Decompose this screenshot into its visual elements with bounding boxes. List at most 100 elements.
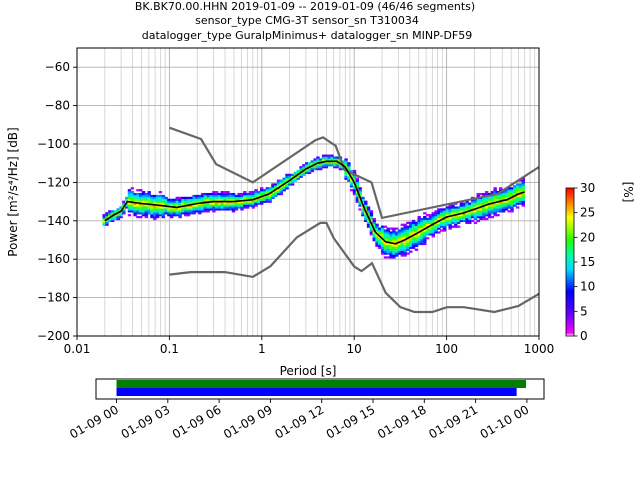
heatmap-cell: [440, 210, 444, 213]
heatmap-cell: [448, 219, 452, 223]
heatmap-cell: [513, 189, 517, 192]
heatmap-cell: [403, 231, 407, 234]
heatmap-cell: [521, 177, 525, 180]
heatmap-cell: [493, 194, 497, 198]
heatmap-cell: [465, 204, 469, 207]
heatmap-cell: [394, 231, 399, 234]
heatmap-cell: [361, 198, 365, 201]
heatmap-cell: [468, 212, 472, 215]
heatmap-cell: [209, 208, 213, 211]
heatmap-cell: [440, 214, 444, 217]
heatmap-cell: [442, 216, 447, 219]
heatmap-cell: [189, 200, 194, 203]
heatmap-cell: [448, 206, 452, 209]
heatmap-cell: [490, 212, 495, 215]
heatmap-cell: [392, 231, 396, 234]
heatmap-cell: [141, 214, 146, 217]
heatmap-cell: [189, 208, 194, 211]
colorbar: 0 5 10 15 20 25 30 [%]: [565, 181, 635, 343]
heatmap-cell: [172, 198, 177, 201]
heatmap-cell: [155, 200, 160, 203]
heatmap-cell: [423, 239, 427, 242]
heatmap-cell: [127, 202, 132, 205]
heatmap-cell: [335, 158, 340, 161]
heatmap-cell: [186, 214, 191, 217]
heatmap-cell: [456, 221, 461, 224]
heatmap-cell: [459, 210, 464, 213]
heatmap-cell: [293, 177, 298, 180]
heatmap-cell: [366, 225, 371, 228]
heatmap-cell: [482, 212, 486, 215]
heatmap-cell: [420, 223, 424, 226]
heatmap-cell: [499, 204, 503, 207]
heatmap-cell: [167, 198, 171, 201]
heatmap-cell: [282, 189, 286, 192]
heatmap-cell: [262, 192, 267, 196]
heatmap-cell: [414, 248, 419, 251]
heatmap-cell: [147, 194, 151, 198]
heatmap-cell: [344, 171, 348, 175]
heatmap-cell: [482, 206, 486, 209]
heatmap-cell: [451, 216, 455, 219]
heatmap-cell: [510, 187, 514, 190]
heatmap-cell: [341, 160, 345, 163]
heatmap-cell: [380, 248, 385, 251]
heatmap-cell: [493, 204, 497, 207]
heatmap-cell: [411, 223, 416, 226]
heatmap-cell: [369, 225, 374, 228]
heatmap-cell: [127, 210, 132, 213]
heatmap-cell: [445, 206, 450, 209]
heatmap-cell: [344, 160, 348, 163]
heatmap-cell: [448, 214, 452, 217]
heatmap-cell: [285, 177, 289, 180]
heatmap-cell: [397, 250, 402, 253]
heatmap-cell: [386, 242, 390, 246]
heatmap-cell: [302, 173, 306, 176]
heatmap-cell: [189, 212, 194, 215]
heatmap-cell: [389, 250, 393, 253]
heatmap-cell: [442, 212, 447, 215]
psd-plot-area: 0.01 0.1 1 10 100 1000 −60 −80 −100 −120 −140 −160…: [6, 47, 554, 378]
heatmap-cell: [144, 192, 149, 196]
heatmap-cell: [456, 206, 461, 209]
heatmap-cell: [141, 210, 146, 213]
heatmap-cell: [161, 212, 165, 215]
heatmap-cell: [344, 173, 348, 176]
heatmap-cell: [366, 214, 371, 217]
heatmap-cell: [490, 216, 495, 219]
heatmap-cell: [254, 204, 258, 207]
heatmap-cell: [383, 235, 388, 238]
heatmap-cell: [178, 212, 182, 215]
heatmap-cell: [428, 227, 433, 230]
heatmap-cell: [372, 219, 376, 223]
heatmap-cell: [158, 196, 163, 200]
heatmap-cell: [437, 223, 441, 226]
heatmap-cell: [144, 208, 149, 211]
heatmap-cell: [243, 202, 247, 205]
heatmap-cell: [274, 192, 278, 196]
heatmap-cell: [515, 200, 520, 203]
heatmap-cell: [335, 156, 340, 159]
heatmap-cell: [217, 196, 222, 200]
heatmap-cell: [276, 185, 281, 188]
heatmap-cell: [175, 202, 180, 205]
heatmap-cell: [423, 229, 427, 232]
heatmap-cell: [200, 210, 205, 213]
heatmap-cell: [518, 189, 523, 192]
heatmap-cell: [172, 204, 177, 207]
heatmap-cell: [136, 200, 140, 203]
heatmap-cell: [288, 175, 292, 178]
heatmap-cell: [330, 156, 334, 159]
heatmap-cell: [347, 177, 351, 180]
heatmap-cell: [437, 221, 441, 224]
heatmap-cell: [147, 210, 151, 213]
heatmap-cell: [127, 204, 132, 207]
heatmap-cell: [364, 200, 368, 203]
heatmap-cell: [485, 202, 489, 205]
heatmap-cell: [150, 200, 154, 203]
heatmap-cell: [462, 204, 466, 207]
heatmap-cell: [383, 225, 388, 228]
heatmap-cell: [417, 229, 421, 232]
heatmap-cell: [414, 221, 419, 224]
heatmap-cell: [229, 206, 233, 209]
